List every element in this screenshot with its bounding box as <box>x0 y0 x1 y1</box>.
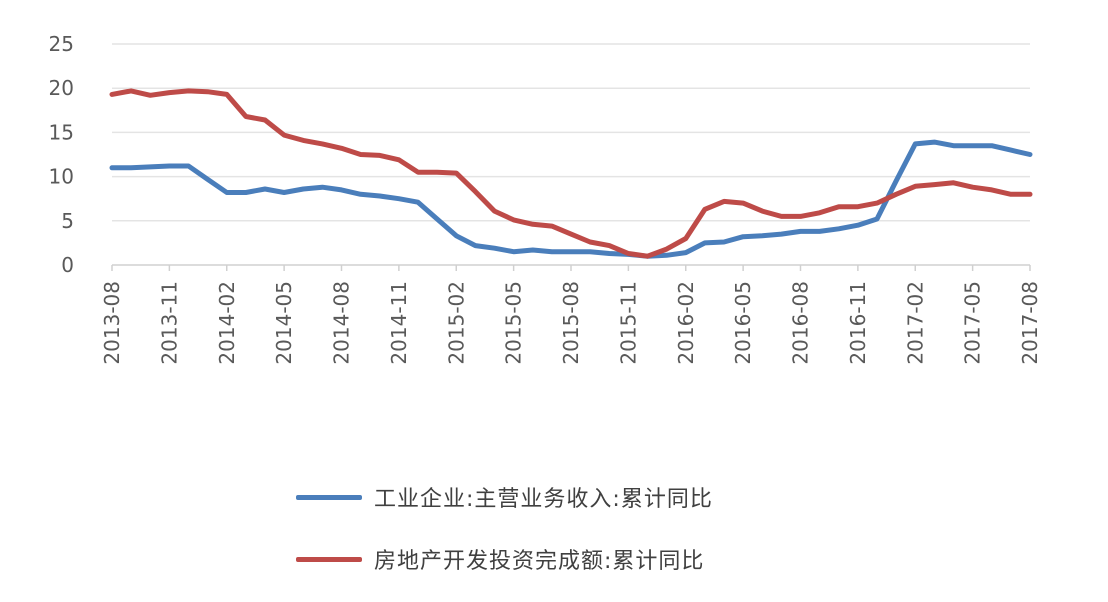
y-axis-ticks: 0 5 10 15 20 25 <box>49 32 74 277</box>
x-tick-label: 2014-11 <box>387 281 411 365</box>
x-tick-label: 2017-05 <box>961 281 985 365</box>
series-lines <box>109 88 1033 259</box>
x-tick-label: 2016-02 <box>674 281 698 365</box>
x-tick-label: 2016-08 <box>789 281 813 365</box>
legend-label-industrial-revenue: 工业企业:主营业务收入:累计同比 <box>374 487 713 512</box>
x-tick-label: 2013-11 <box>157 281 181 365</box>
gridlines <box>112 43 1030 266</box>
x-tick-label: 2016-05 <box>731 281 755 365</box>
x-axis-ticks: 2013-08 2013-11 2014-02 2014-05 2014-08 2014-… <box>100 265 1042 365</box>
legend-label-real-estate-investment: 房地产开发投资完成额:累计同比 <box>374 549 705 574</box>
y-tick-label: 25 <box>49 32 74 56</box>
x-tick-label: 2015-08 <box>559 281 583 365</box>
y-tick-label: 0 <box>61 253 74 277</box>
x-tick-label: 2017-02 <box>903 281 927 365</box>
series-line-1 <box>109 88 1033 259</box>
legend-swatch-industrial-revenue <box>296 494 362 500</box>
x-tick-label: 2013-08 <box>100 281 124 365</box>
legend-item-real-estate-investment: 房地产开发投资完成额:累计同比 <box>296 540 713 578</box>
y-tick-label: 15 <box>49 120 74 144</box>
x-tick-label: 2014-08 <box>330 281 354 365</box>
series-line-0 <box>109 139 1033 259</box>
x-tick-label: 2014-02 <box>215 281 239 365</box>
legend-item-industrial-revenue: 工业企业:主营业务收入:累计同比 <box>296 478 713 516</box>
x-tick-label: 2015-02 <box>444 281 468 365</box>
legend-swatch-real-estate-investment <box>296 556 362 562</box>
y-tick-label: 10 <box>49 165 74 189</box>
x-tick-label: 2017-08 <box>1018 281 1042 365</box>
legend: 工业企业:主营业务收入:累计同比 房地产开发投资完成额:累计同比 <box>296 478 713 602</box>
x-tick-label: 2014-05 <box>272 281 296 365</box>
x-tick-label: 2016-11 <box>846 281 870 365</box>
y-tick-label: 20 <box>49 76 74 100</box>
x-tick-label: 2015-05 <box>502 281 526 365</box>
y-tick-label: 5 <box>61 209 74 233</box>
x-tick-label: 2015-11 <box>616 281 640 365</box>
